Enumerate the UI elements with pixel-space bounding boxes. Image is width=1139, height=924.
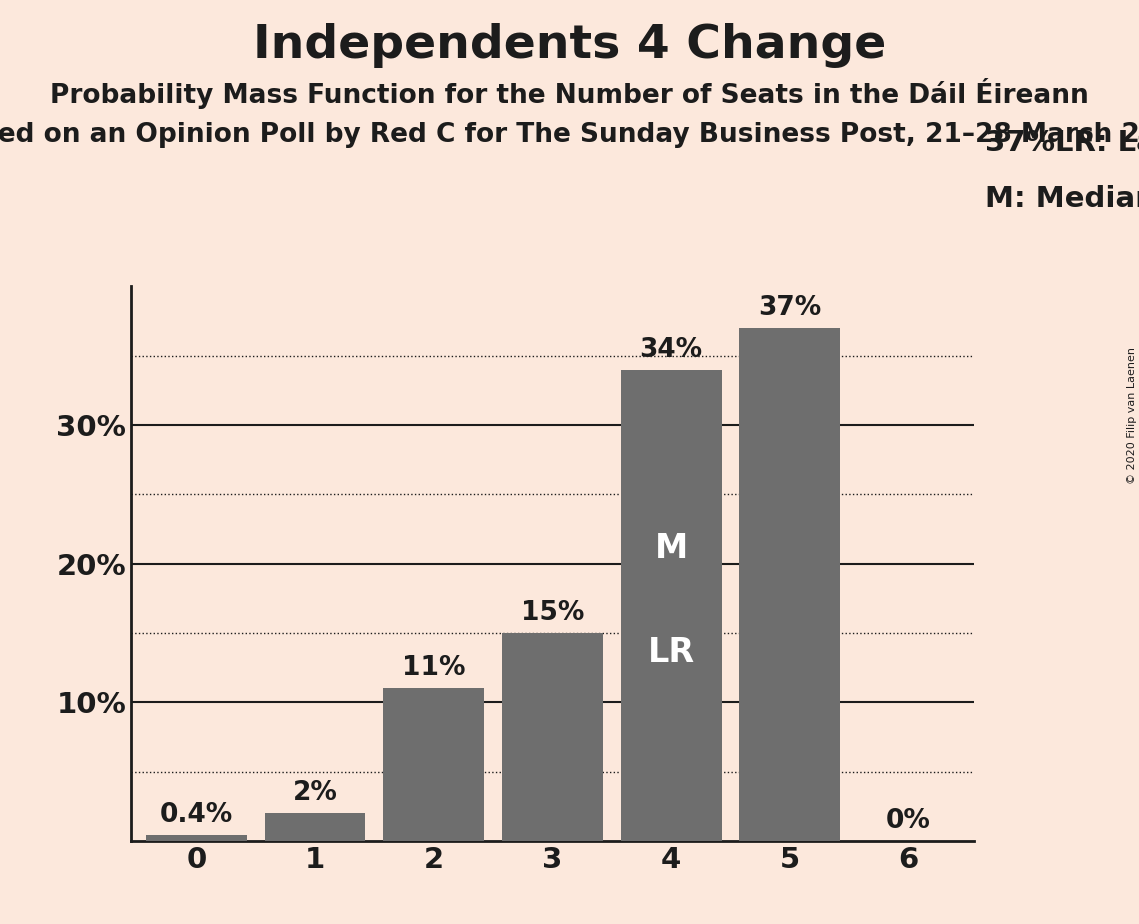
Bar [383,688,484,841]
Bar [264,813,366,841]
Text: Independents 4 Change: Independents 4 Change [253,23,886,68]
Text: 37%: 37% [759,295,821,322]
Text: Based on an Opinion Poll by Red C for The Sunday Business Post, 21–28 March 2019: Based on an Opinion Poll by Red C for Th… [0,122,1139,148]
Text: © 2020 Filip van Laenen: © 2020 Filip van Laenen [1126,347,1137,484]
Text: 11%: 11% [402,655,466,682]
Text: M: Median: M: Median [985,185,1139,213]
Bar [739,328,841,841]
Bar [621,370,722,841]
Bar [146,835,247,841]
Text: M: M [655,532,688,565]
Text: 0%: 0% [886,808,931,833]
Text: 34%: 34% [640,336,703,363]
Text: Probability Mass Function for the Number of Seats in the Dáil Éireann: Probability Mass Function for the Number… [50,78,1089,109]
Text: 37%LR: Last Result: 37%LR: Last Result [985,129,1139,157]
Bar [502,633,603,841]
Text: 2%: 2% [293,780,337,806]
Text: 0.4%: 0.4% [159,802,232,828]
Text: 15%: 15% [521,600,584,626]
Text: LR: LR [648,636,695,669]
